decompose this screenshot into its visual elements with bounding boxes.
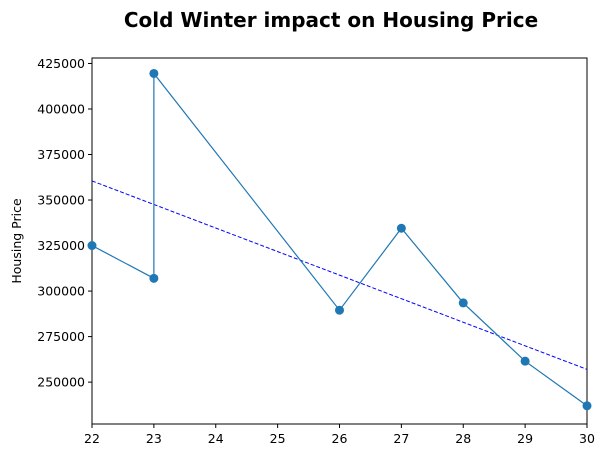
x-axis-ticks: 22 23 24 25 26 27 28 29 30 xyxy=(84,424,595,446)
series-line xyxy=(92,71,587,407)
trend-line xyxy=(92,180,587,370)
x-tick-label: 26 xyxy=(332,431,348,446)
x-tick-label: 27 xyxy=(393,431,409,446)
x-tick-label: 25 xyxy=(270,431,286,446)
x-tick-label: 29 xyxy=(517,431,533,446)
data-point xyxy=(520,356,530,366)
y-tick-label: 375000 xyxy=(37,147,85,162)
y-tick-label: 275000 xyxy=(37,329,85,344)
y-axis-label: Housing Price xyxy=(9,198,24,284)
data-point xyxy=(149,273,159,283)
data-point xyxy=(396,223,406,233)
y-tick-label: 250000 xyxy=(37,375,85,390)
x-tick-label: 23 xyxy=(146,431,162,446)
data-point xyxy=(582,401,592,411)
plot-area xyxy=(91,57,588,425)
data-point xyxy=(87,241,97,251)
chart-title: Cold Winter impact on Housing Price xyxy=(124,8,538,32)
data-point xyxy=(149,68,159,78)
x-tick-label: 22 xyxy=(84,431,100,446)
y-tick-label: 425000 xyxy=(37,56,85,71)
y-tick-label: 300000 xyxy=(37,284,85,299)
x-tick-label: 28 xyxy=(455,431,471,446)
x-tick-label: 24 xyxy=(208,431,224,446)
y-tick-label: 350000 xyxy=(37,193,85,208)
y-axis-ticks: 250000 275000 300000 325000 350000 375000 4000… xyxy=(37,56,92,390)
plot-frame xyxy=(91,57,588,425)
data-point xyxy=(458,298,468,308)
plot-content xyxy=(92,71,587,407)
y-tick-label: 400000 xyxy=(37,101,85,116)
series-markers xyxy=(87,68,592,411)
data-point xyxy=(335,305,344,315)
x-tick-label: 30 xyxy=(579,431,595,446)
y-tick-label: 325000 xyxy=(37,238,85,253)
